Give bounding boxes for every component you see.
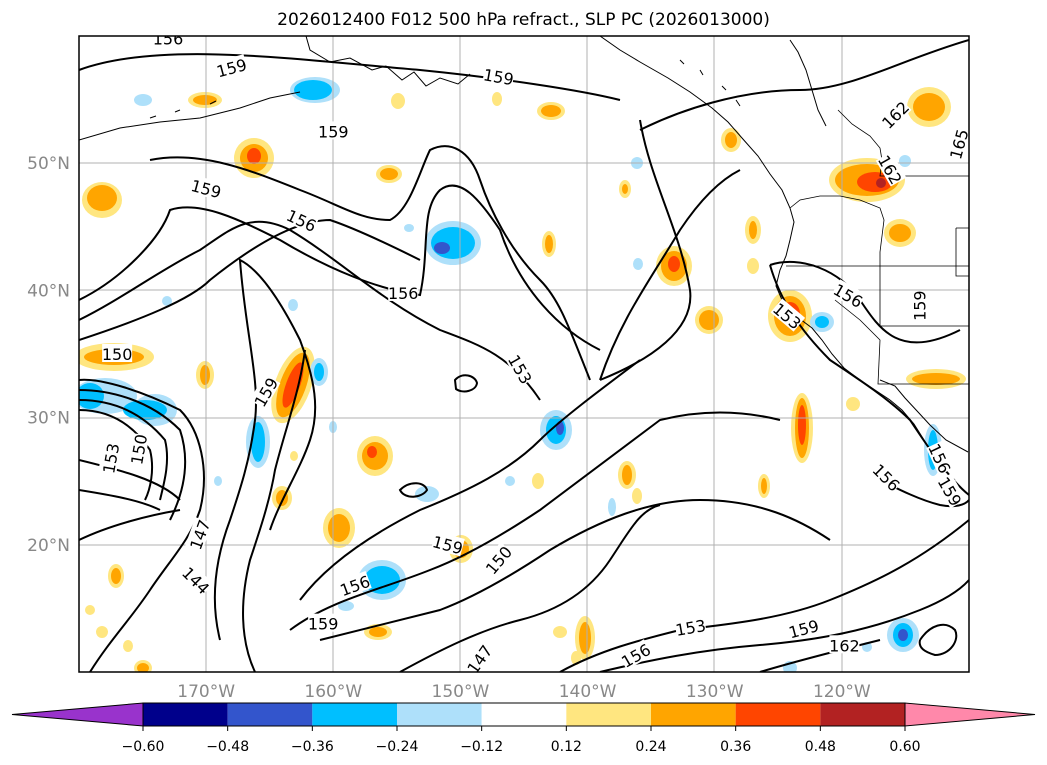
contour-label-text: 159 [308,615,339,634]
contour-label-halo [284,205,320,235]
colorbar-tick-label: 0.48 [805,739,836,755]
contour-label-halo [505,351,537,387]
contour-label-halo [875,151,907,187]
contour-label-halo [870,459,905,494]
contour-label: 156 [153,30,184,49]
contour-label: 159 [318,121,349,141]
lat-tick-label: 50°N [27,154,70,174]
colorbar-segment [481,703,567,726]
extreme-anomaly-shading [876,178,886,188]
colorbar-tick-label: 0.36 [720,739,751,755]
contour-label-halo [179,562,214,597]
lon-tick-label: 150°W [432,682,490,702]
contour-label-halo [462,641,495,672]
colorbar-segment [312,703,397,726]
lon-tick-label: 130°W [686,682,744,702]
colorbar-tick-label: 0.60 [889,739,920,755]
colorbar-segment [227,703,313,726]
slp-contours [79,39,969,672]
colorbar-tick-label: −0.48 [206,739,249,755]
contour-label-halo [617,639,653,670]
contour-label-halo [829,635,860,654]
contour-label-text: 156 [388,284,419,303]
contour-label-halo [909,290,928,321]
colorbar-tick-label: 0.24 [635,739,666,755]
lon-tick-label: 120°W [813,682,871,702]
contour-label-halo [482,64,516,88]
lon-tick-label: 170°W [177,682,235,702]
contour-label-halo [318,121,349,140]
colorbar-segment [820,703,905,726]
contour-label-halo [674,615,707,638]
contour-label-halo [770,298,806,332]
contour-label-halo [126,432,150,466]
contour-label-halo [945,127,969,161]
contour-label: 159 [308,613,339,634]
negative-anomaly-shading-strong [79,80,938,647]
contour-label: 156 [388,282,419,303]
contour-label-halo [786,615,821,641]
contour-label: 162 [829,635,860,655]
contour-label-halo [102,344,133,362]
colorbar: −0.60 −0.48 −0.36 −0.24 −0.12 0.12 0.24 0.36 0.4… [11,702,1036,755]
colorbar-outline [142,702,906,727]
colorbar-tick-label: 0.12 [551,739,582,755]
lat-tick-label: 40°N [27,281,70,301]
negative-anomaly-shading-peak [434,242,908,641]
contour-label-halo [249,374,281,410]
colorbar-tick-label: −0.24 [376,739,419,755]
political-borders [786,109,969,385]
map-frame [78,35,970,673]
anomaly-shading [79,77,966,672]
contour-label-halo [98,441,122,475]
contour-label: 159 [909,290,929,321]
contour-label: 150 [102,344,133,364]
contour-label: 153 [98,441,123,475]
colorbar-segment [143,703,228,726]
contour-label-halo [308,613,339,632]
contour-label-halo [481,542,515,577]
contour-label-text: 159 [318,122,349,141]
colorbar-tick-label: −0.36 [291,739,334,755]
positive-anomaly-shading-peak [247,148,893,458]
lat-tick-label: 20°N [27,536,70,556]
colorbar-segment [566,703,651,726]
latitude-labels: 50°N 40°N 30°N 20°N [27,154,70,556]
colorbar-extend-low [11,702,144,727]
contour-label-halo [877,97,912,132]
lon-tick-label: 140°W [559,682,617,702]
contour-label-halo [214,54,249,80]
contour-label-text: 162 [829,636,860,655]
contour-label-halo [337,570,372,599]
contour-label: 165 [945,127,972,161]
contour-label-text: 150 [102,345,133,364]
contour-label-halo [185,517,213,552]
longitude-labels: 170°W 160°W 150°W 140°W 130°W 120°W [177,682,871,702]
contour-label-halo [153,36,183,47]
contour-label-text: 156 [153,30,184,49]
colorbar-segment [651,703,736,726]
contour-label-halo [935,473,967,509]
colorbar-extend-high [904,702,1036,727]
contour-label-text: 165 [946,127,972,161]
contour-label: 159 [482,64,516,89]
contour-label-halo [431,531,465,557]
colorbar-segment [397,703,482,726]
contour-label-halo [926,440,956,476]
colorbar-tick-label: −0.60 [122,739,165,755]
colorbar-segment [735,703,821,726]
contour-label-halo [388,282,419,301]
contour-label-halo [831,279,867,310]
colorbar-tick-label: −0.12 [460,739,503,755]
map-title: 2026012400 F012 500 hPa refract., SLP PC… [277,10,770,30]
contour-label-text: 159 [910,290,929,321]
contour-label-halo [189,175,224,201]
lat-tick-label: 30°N [27,409,70,429]
lon-tick-label: 160°W [304,682,362,702]
